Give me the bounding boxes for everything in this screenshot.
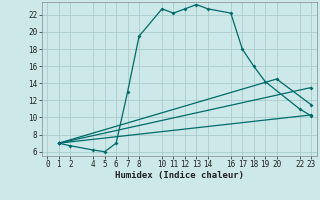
X-axis label: Humidex (Indice chaleur): Humidex (Indice chaleur) [115, 171, 244, 180]
